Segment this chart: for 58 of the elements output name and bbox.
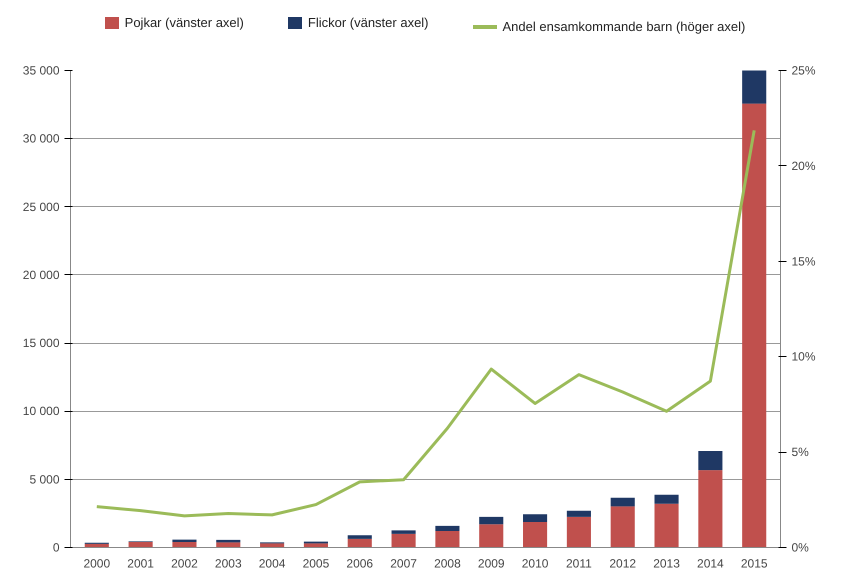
x-tick-label: 2004 [258,556,286,570]
bar [172,542,197,548]
bar [479,516,504,524]
bar [128,542,153,548]
x-tick-label: 2006 [346,556,374,570]
bar [348,535,372,539]
bar [435,526,460,532]
x-tick-label: 2014 [697,556,724,570]
legend-label: Pojkar (vänster axel) [124,14,244,32]
legend-label: Flickor (vänster axel) [308,14,429,32]
y2-tick-label: 5% [792,445,810,460]
bar [435,531,460,548]
y-tick-label: 10 000 [22,404,60,418]
bar [172,540,197,542]
bar [392,534,416,548]
y-tick-label: 30 000 [22,132,60,146]
x-tick-label: 2005 [302,556,330,570]
x-tick-label: 2010 [522,556,549,570]
bar [610,498,635,506]
bar [698,451,722,470]
bar [654,494,679,504]
y-tick-label: 0 [52,540,60,554]
x-tick-label: 2009 [478,556,505,570]
x-tick-label: 2007 [390,556,418,570]
x-tick-label: 2008 [434,556,462,570]
bar [216,540,240,542]
bar [742,104,766,548]
y2-tick-label: 0% [792,540,810,554]
bar [392,530,416,534]
legend-label: Andel ensamkommande barn (höger axel) [502,18,746,36]
y-tick-label: 35 000 [22,64,60,78]
x-tick-label: 2011 [566,556,592,570]
x-tick-label: 2012 [609,556,636,570]
bar [654,504,679,548]
x-tick-label: 2000 [83,556,110,570]
bar [698,470,722,548]
bar [523,522,548,548]
y2-tick-label: 10% [792,350,816,364]
bar [348,538,372,548]
bar [610,506,635,548]
y-tick-label: 20 000 [22,268,60,282]
bar [523,514,548,522]
y-tick-label: 15 000 [22,336,60,350]
y2-tick-label: 25% [792,64,816,78]
bar [742,70,766,104]
x-tick-label: 2002 [171,556,198,570]
x-tick-label: 2013 [653,556,680,570]
bar [479,524,504,548]
y2-tick-label: 15% [792,254,816,268]
y-tick-label: 5 000 [29,472,60,486]
x-tick-label: 2001 [127,556,154,570]
bar [566,516,591,548]
x-tick-label: 2003 [214,556,242,570]
y-tick-label: 25 000 [22,200,60,214]
bar [566,510,591,517]
y2-tick-label: 20% [792,158,816,173]
line-series [95,128,756,518]
x-tick-label: 2015 [740,556,768,570]
